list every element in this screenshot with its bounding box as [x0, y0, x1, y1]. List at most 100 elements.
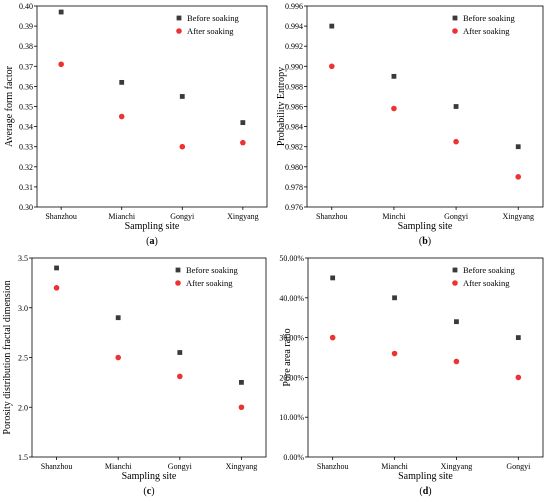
legend-marker-before — [452, 267, 458, 273]
legend-marker-before — [175, 267, 181, 273]
y-tick-label: 0.990 — [285, 62, 303, 71]
legend-label: After soaking — [463, 26, 510, 36]
x-tick-label: Gongyi — [168, 462, 193, 471]
data-point-before-soaking — [115, 315, 121, 321]
y-tick-label: 3.5 — [18, 254, 28, 263]
data-point-before-soaking — [177, 350, 183, 355]
data-point-before-soaking — [515, 335, 521, 340]
y-tick-label: 2.5 — [18, 354, 28, 363]
y-tick-label: 0.980 — [285, 163, 303, 172]
y-tick-label: 0.31 — [19, 183, 33, 192]
data-point-after-soaking — [329, 334, 336, 341]
y-tick-label: 0.988 — [285, 82, 303, 91]
data-point-after-soaking — [177, 373, 183, 380]
legend-marker-after — [175, 280, 181, 286]
x-tick-label: Xingyang — [226, 462, 258, 471]
legend-marker-before — [176, 15, 182, 21]
y-tick-label: 0.982 — [285, 143, 303, 152]
data-point-after-soaking — [118, 113, 125, 120]
y-tick-label: 0.986 — [285, 103, 303, 112]
x-tick-label: Xingyang — [502, 212, 534, 221]
panel-letter: (b) — [419, 236, 431, 247]
data-point-after-soaking — [115, 354, 121, 361]
x-tick-label: Gongyi — [506, 462, 531, 471]
data-point-before-soaking — [392, 295, 397, 301]
y-axis-title: Average form factor — [4, 65, 15, 147]
y-tick-label: 0.994 — [285, 22, 303, 31]
x-tick-label: Mianchi — [108, 212, 135, 221]
y-tick-label: 0.38 — [19, 42, 33, 51]
y-axis-title: Porosity distribution fractal dimension — [2, 280, 13, 434]
data-point-before-soaking — [453, 104, 459, 109]
legend-label: Before soaking — [186, 265, 238, 275]
plot-frame — [306, 5, 544, 208]
data-point-before-soaking — [54, 265, 59, 271]
y-tick-label: 3.0 — [18, 304, 28, 313]
data-point-after-soaking — [391, 350, 398, 357]
data-point-before-soaking — [391, 73, 397, 79]
x-tick-label: Gongyi — [170, 212, 195, 221]
y-tick-label: 0.35 — [19, 103, 33, 112]
y-tick-label: 20.00% — [279, 373, 304, 382]
data-point-before-soaking — [240, 120, 246, 125]
x-tick-label: Xingyang — [441, 462, 473, 471]
x-axis-title: Sampling site — [125, 221, 180, 232]
y-axis-title: Probability Entropy — [276, 67, 287, 146]
data-point-after-soaking — [179, 143, 186, 150]
y-tick-label: 0.976 — [285, 203, 303, 212]
y-tick-label: 0.40 — [19, 2, 33, 11]
data-point-before-soaking — [330, 275, 336, 281]
data-point-after-soaking — [391, 105, 397, 112]
data-point-before-soaking — [179, 94, 185, 99]
legend-label: Before soaking — [463, 13, 515, 23]
x-tick-label: Mianchi — [381, 462, 408, 471]
data-point-after-soaking — [238, 404, 245, 411]
y-tick-label: 30.00% — [279, 334, 304, 343]
legend-marker-after — [176, 28, 182, 34]
y-tick-label: 0.30 — [19, 203, 33, 212]
y-tick-label: 0.32 — [19, 163, 33, 172]
data-point-after-soaking — [515, 374, 522, 381]
y-tick-label: 0.39 — [19, 22, 33, 31]
x-axis-title: Sampling site — [122, 471, 177, 482]
x-tick-label: Shanzhou — [45, 212, 77, 221]
legend-marker-after — [452, 28, 458, 34]
y-tick-label: 0.33 — [19, 143, 33, 152]
y-tick-label: 10.00% — [279, 413, 304, 422]
x-tick-label: Minchi — [382, 212, 406, 221]
y-tick-label: 0.996 — [285, 2, 303, 11]
x-tick-label: Shanzhou — [41, 462, 73, 471]
x-tick-label: Shanzhou — [317, 462, 349, 471]
data-point-after-soaking — [453, 358, 460, 365]
x-tick-label: Gongyi — [444, 212, 469, 221]
legend-label: Before soaking — [463, 265, 515, 275]
data-point-before-soaking — [515, 144, 521, 150]
plot-frame — [307, 257, 544, 458]
chart-panel-c: 1.5 2.0 2.5 3.0 3.5 Shanzhou Mianchi Gongyi Xing… — [2, 254, 267, 497]
data-point-after-soaking — [58, 61, 64, 68]
y-tick-label: 0.36 — [19, 82, 33, 91]
data-point-before-soaking — [119, 79, 125, 85]
data-point-before-soaking — [58, 9, 64, 15]
y-axis-title: Pore area ratio — [282, 328, 293, 386]
data-point-after-soaking — [240, 139, 246, 146]
y-tick-label: 0.978 — [285, 183, 303, 192]
data-point-before-soaking — [454, 319, 459, 325]
legend-label: After soaking — [463, 278, 510, 288]
x-axis-title: Sampling site — [398, 221, 453, 232]
legend-label: After soaking — [187, 26, 234, 36]
x-axis-title: Sampling site — [398, 471, 453, 482]
legend-label: Before soaking — [187, 13, 239, 23]
data-point-after-soaking — [453, 138, 459, 145]
y-tick-label: 0.34 — [19, 123, 33, 132]
legend-label: After soaking — [186, 278, 233, 288]
data-point-before-soaking — [239, 379, 244, 385]
y-tick-label: 1.5 — [18, 453, 28, 462]
data-point-after-soaking — [328, 63, 335, 70]
x-tick-label: Xingyang — [227, 212, 259, 221]
data-point-after-soaking — [53, 285, 60, 291]
x-tick-label: Shanzhou — [316, 212, 348, 221]
plot-frame — [36, 5, 268, 208]
y-tick-label: 0.984 — [285, 123, 303, 132]
